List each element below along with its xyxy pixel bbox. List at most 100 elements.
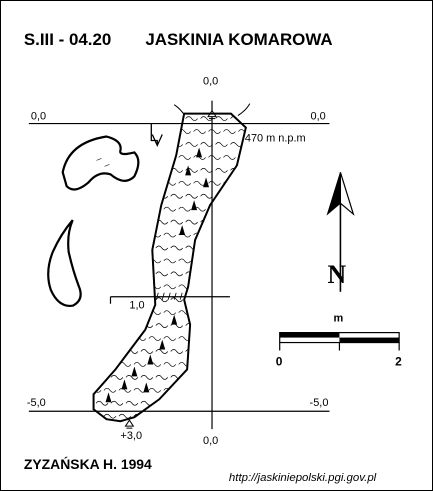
sediment-wave — [163, 129, 177, 134]
sediment-wave — [245, 400, 246, 406]
sediment-wave — [215, 271, 228, 277]
sediment-wave — [230, 271, 243, 277]
sediment-wave — [223, 362, 236, 367]
sediment-wave — [125, 116, 139, 121]
sediment-wave — [200, 349, 213, 354]
sediment-wave — [148, 258, 162, 264]
sediment-wave — [163, 336, 177, 341]
label-top-center: 0,0 — [203, 76, 218, 88]
sediment-wave — [163, 284, 177, 290]
sediment-wave — [110, 271, 124, 277]
sediment-wave — [200, 168, 213, 173]
sediment-wave — [185, 323, 198, 328]
dripstone-mark — [143, 382, 150, 393]
sediment-wave — [185, 116, 198, 121]
sediment-wave — [93, 336, 102, 341]
sediment-wave — [208, 129, 221, 134]
cross-section-profile-upper — [61, 135, 140, 191]
sediment-wave — [215, 142, 228, 147]
dripstone-mark — [159, 339, 166, 350]
sediment-wave — [193, 362, 206, 367]
sediment-wave — [140, 142, 154, 147]
sediment-wave — [170, 142, 183, 147]
sediment-wave — [208, 206, 221, 212]
sediment-wave — [125, 400, 139, 406]
sediment-wave — [155, 323, 169, 328]
sediment-wave — [133, 284, 147, 290]
sediment-wave — [185, 375, 198, 380]
sediment-wave — [148, 155, 162, 160]
sediment-wave — [208, 413, 221, 419]
sediment-wave — [103, 155, 117, 160]
sediment-wave — [155, 168, 169, 173]
sediment-wave — [185, 193, 198, 199]
dripstone-mark — [171, 314, 178, 325]
sediment-wave — [110, 245, 124, 251]
sediment-wave — [95, 142, 109, 147]
sediment-wave — [155, 116, 169, 121]
sediment-wave — [103, 206, 117, 212]
sediment-wave — [230, 297, 243, 303]
sediment-wave — [155, 193, 169, 199]
sediment-wave — [103, 387, 117, 393]
sediment-wave — [193, 284, 206, 290]
sediment-wave — [230, 400, 243, 406]
sediment-wave — [185, 271, 198, 277]
sediment-wave — [245, 219, 246, 225]
sediment-wave — [95, 349, 109, 354]
scale-max-label: 2 — [395, 354, 402, 368]
sediment-wave — [133, 155, 147, 160]
sediment-wave — [223, 336, 236, 341]
sediment-wave — [118, 413, 132, 419]
sediment-wave — [155, 245, 169, 251]
sediment-wave — [140, 193, 154, 199]
sediment-wave — [230, 219, 243, 225]
sediment-wave — [155, 349, 169, 354]
sediment-wave — [185, 219, 198, 225]
sediment-wave — [208, 387, 221, 393]
sediment-wave — [125, 245, 139, 251]
sediment-wave — [200, 116, 213, 121]
sediment-wave — [103, 232, 117, 238]
dripstone-mark — [203, 177, 210, 188]
sediment-wave — [208, 284, 221, 290]
scale-bar — [279, 331, 400, 351]
sediment-wave — [230, 349, 243, 354]
dripstone-mark — [147, 354, 154, 365]
sediment-wave — [200, 193, 213, 199]
sediment-wave — [215, 116, 228, 121]
sediment-wave — [93, 155, 102, 160]
sediment-wave — [93, 258, 102, 264]
sediment-wave — [93, 310, 102, 316]
sediment-wave — [193, 413, 206, 419]
sediment-wave — [163, 232, 177, 238]
sediment-wave — [155, 297, 169, 303]
sediment-wave — [140, 219, 154, 225]
sediment-wave — [163, 258, 177, 264]
sediment-wave — [185, 400, 198, 406]
sediment-wave — [193, 129, 206, 134]
sediment-wave — [200, 245, 213, 251]
cross-section-value: 1,0 — [129, 300, 144, 312]
sediment-wave — [245, 116, 246, 121]
sediment-wave — [178, 362, 191, 367]
label-bottom-left: -5,0 — [27, 397, 46, 409]
sediment-wave — [133, 206, 147, 212]
sediment-wave — [238, 206, 246, 212]
sediment-wave — [215, 349, 228, 354]
sediment-wave — [148, 387, 162, 393]
sediment-wave — [178, 155, 191, 160]
sediment-wave — [95, 400, 109, 406]
sediment-wave — [110, 375, 124, 380]
sediment-wave — [110, 219, 124, 225]
sediment-wave — [133, 232, 147, 238]
sediment-wave — [118, 129, 132, 134]
sediment-wave — [238, 232, 246, 238]
sediment-wave — [208, 232, 221, 238]
sediment-wave — [133, 129, 147, 134]
sediment-wave — [215, 219, 228, 225]
sediment-wave — [170, 245, 183, 251]
sediment-wave — [140, 349, 154, 354]
sediment-wave — [103, 310, 117, 316]
